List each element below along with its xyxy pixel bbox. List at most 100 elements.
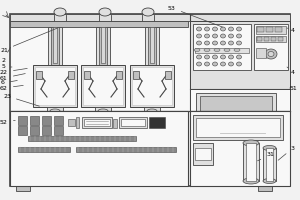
Ellipse shape: [263, 178, 276, 184]
Ellipse shape: [212, 41, 217, 45]
Text: 52: 52: [0, 119, 15, 124]
Bar: [84, 71, 90, 79]
Bar: [30, 116, 39, 125]
Ellipse shape: [234, 48, 240, 51]
Bar: [95, 107, 111, 115]
Text: 4: 4: [287, 27, 295, 32]
Bar: [76, 117, 79, 128]
Ellipse shape: [236, 62, 242, 66]
Bar: [150, 27, 154, 63]
Bar: [258, 183, 272, 191]
Bar: [218, 150, 242, 153]
Bar: [81, 65, 125, 107]
Bar: [275, 27, 282, 32]
Ellipse shape: [142, 8, 154, 16]
Bar: [42, 116, 51, 125]
Bar: [257, 27, 264, 32]
Ellipse shape: [205, 62, 209, 66]
Ellipse shape: [97, 112, 109, 117]
Bar: [48, 27, 62, 67]
Ellipse shape: [147, 109, 157, 113]
Bar: [18, 126, 27, 135]
Bar: [200, 96, 272, 139]
Bar: [18, 147, 70, 152]
Bar: [99, 27, 107, 65]
Ellipse shape: [205, 34, 209, 38]
Ellipse shape: [196, 41, 202, 45]
Bar: [54, 126, 63, 135]
Bar: [10, 14, 290, 21]
Bar: [149, 117, 165, 128]
Bar: [76, 147, 176, 152]
Bar: [148, 27, 156, 65]
Bar: [28, 136, 136, 141]
Bar: [113, 119, 117, 128]
Bar: [83, 67, 123, 105]
Bar: [96, 27, 110, 67]
Ellipse shape: [196, 55, 202, 59]
Bar: [33, 65, 77, 107]
Ellipse shape: [220, 55, 226, 59]
Ellipse shape: [236, 34, 242, 38]
Ellipse shape: [229, 41, 233, 45]
Bar: [68, 71, 74, 79]
Ellipse shape: [212, 27, 217, 31]
Bar: [190, 21, 290, 89]
Text: 51: 51: [289, 86, 297, 90]
Ellipse shape: [243, 178, 259, 184]
Ellipse shape: [214, 48, 220, 51]
Ellipse shape: [194, 48, 200, 51]
Bar: [54, 116, 63, 125]
Bar: [254, 24, 288, 70]
Bar: [256, 48, 266, 58]
Text: 3: 3: [278, 146, 295, 160]
Ellipse shape: [205, 27, 209, 31]
Bar: [35, 67, 75, 105]
Ellipse shape: [220, 27, 226, 31]
Bar: [132, 67, 172, 105]
Bar: [101, 27, 105, 63]
Bar: [18, 116, 27, 125]
Bar: [190, 89, 290, 154]
Ellipse shape: [220, 41, 226, 45]
Ellipse shape: [220, 62, 226, 66]
Bar: [144, 107, 160, 115]
Ellipse shape: [236, 27, 242, 31]
Ellipse shape: [265, 49, 277, 59]
Ellipse shape: [229, 62, 233, 66]
Bar: [264, 37, 269, 41]
Text: 31: 31: [257, 152, 274, 161]
Bar: [195, 148, 211, 160]
Bar: [42, 126, 51, 135]
Ellipse shape: [99, 8, 111, 16]
Text: 2: 2: [1, 47, 10, 62]
Ellipse shape: [268, 51, 274, 56]
Bar: [190, 111, 290, 186]
Ellipse shape: [146, 112, 158, 117]
Bar: [47, 107, 63, 115]
Bar: [133, 71, 139, 79]
Ellipse shape: [229, 55, 233, 59]
Bar: [16, 183, 30, 191]
Bar: [53, 27, 57, 63]
Bar: [10, 111, 188, 186]
Bar: [193, 143, 213, 165]
Ellipse shape: [205, 55, 209, 59]
Ellipse shape: [204, 48, 210, 51]
Text: 4: 4: [287, 67, 295, 74]
Bar: [193, 24, 251, 70]
Ellipse shape: [212, 55, 217, 59]
Ellipse shape: [220, 34, 226, 38]
Bar: [10, 21, 188, 27]
Ellipse shape: [212, 62, 217, 66]
Bar: [195, 48, 249, 53]
Bar: [266, 27, 273, 32]
Ellipse shape: [212, 34, 217, 38]
Bar: [145, 27, 159, 67]
Ellipse shape: [196, 34, 202, 38]
Text: 22: 22: [0, 68, 27, 74]
Text: 6: 6: [1, 80, 17, 86]
Bar: [243, 143, 259, 181]
Bar: [30, 126, 39, 135]
Ellipse shape: [236, 55, 242, 59]
